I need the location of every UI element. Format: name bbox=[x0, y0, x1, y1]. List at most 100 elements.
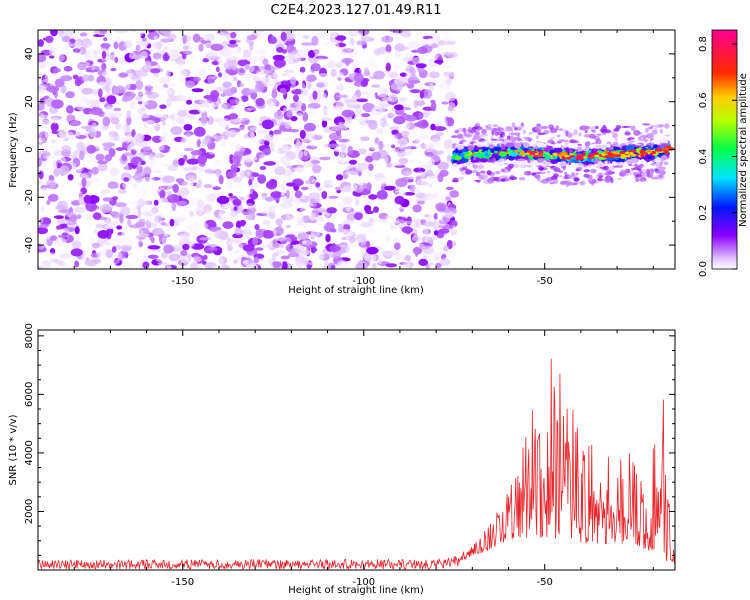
heatmap-cell bbox=[63, 30, 73, 37]
heatmap-cell bbox=[199, 237, 211, 241]
heatmap-cell bbox=[614, 137, 619, 142]
heatmap-cell bbox=[217, 257, 224, 266]
heatmap-cell bbox=[315, 55, 329, 60]
heatmap-cell bbox=[279, 202, 290, 210]
heatmap-cell bbox=[218, 256, 228, 265]
heatmap-cell bbox=[377, 140, 384, 150]
heatmap-cell bbox=[153, 199, 159, 206]
heatmap-cell bbox=[615, 125, 622, 130]
heatmap-cell bbox=[127, 184, 132, 189]
heatmap-cell bbox=[395, 178, 408, 188]
heatmap-cell bbox=[664, 134, 671, 137]
heatmap-cell bbox=[565, 147, 570, 153]
heatmap-cell bbox=[418, 112, 423, 120]
heatmap-cell bbox=[377, 119, 384, 124]
heatmap-cell bbox=[583, 156, 588, 159]
heatmap-cell bbox=[356, 40, 366, 46]
heatmap-cell bbox=[394, 132, 403, 140]
heatmap-cell bbox=[640, 159, 645, 164]
heatmap-cell bbox=[647, 155, 652, 160]
heatmap-cell bbox=[301, 239, 313, 246]
heatmap-cell bbox=[604, 178, 611, 182]
heatmap-cell bbox=[522, 129, 527, 135]
heatmap-cell bbox=[528, 138, 532, 143]
heatmap-cell bbox=[417, 144, 431, 149]
heatmap-cell bbox=[537, 130, 542, 136]
heatmap-cell bbox=[417, 46, 428, 55]
heatmap-cell bbox=[480, 133, 488, 137]
heatmap-cell bbox=[344, 120, 352, 125]
heatmap-cell bbox=[271, 261, 282, 269]
heatmap-cell bbox=[322, 115, 330, 122]
heatmap-x-tick-label: -150 bbox=[171, 276, 194, 287]
heatmap-cell bbox=[252, 75, 260, 82]
heatmap-cell bbox=[575, 172, 579, 176]
heatmap-cell bbox=[418, 135, 429, 139]
heatmap-cell bbox=[259, 170, 270, 175]
heatmap-cell bbox=[147, 254, 159, 259]
heatmap-cell bbox=[165, 212, 177, 216]
heatmap-cell bbox=[138, 67, 148, 77]
heatmap-cell bbox=[179, 187, 190, 197]
heatmap-cell bbox=[261, 119, 274, 130]
heatmap-cell bbox=[411, 235, 421, 242]
heatmap-cell bbox=[193, 76, 201, 82]
heatmap-cell bbox=[485, 126, 492, 131]
heatmap-cell bbox=[537, 154, 544, 157]
heatmap-cell bbox=[647, 143, 655, 146]
heatmap-cell bbox=[157, 233, 171, 238]
heatmap-cell bbox=[284, 234, 298, 243]
heatmap-cell bbox=[391, 228, 399, 235]
heatmap-cell bbox=[598, 175, 603, 179]
heatmap-cell bbox=[137, 101, 143, 105]
heatmap-cell bbox=[145, 120, 154, 124]
heatmap-cell bbox=[400, 214, 411, 218]
heatmap-cell bbox=[260, 208, 270, 215]
heatmap-cell bbox=[418, 258, 429, 266]
heatmap-cell bbox=[183, 103, 189, 111]
heatmap-cell bbox=[122, 261, 129, 269]
heatmap-cell bbox=[446, 69, 452, 74]
heatmap-cell bbox=[239, 124, 245, 131]
heatmap-cell bbox=[101, 50, 107, 60]
heatmap-cell bbox=[299, 207, 307, 212]
heatmap-cell bbox=[66, 105, 74, 114]
heatmap-cell bbox=[90, 107, 103, 116]
heatmap-cell bbox=[159, 145, 171, 153]
heatmap-cell bbox=[473, 134, 482, 141]
heatmap-cell bbox=[92, 49, 98, 54]
heatmap-cell bbox=[376, 245, 387, 251]
heatmap-cell bbox=[661, 170, 666, 174]
heatmap-cell bbox=[348, 236, 357, 243]
heatmap-cell bbox=[492, 157, 496, 162]
heatmap-cell bbox=[398, 46, 410, 51]
heatmap-cell bbox=[508, 155, 515, 161]
heatmap-cell bbox=[257, 30, 268, 37]
heatmap-cell bbox=[394, 221, 400, 226]
heatmap-cell bbox=[424, 162, 432, 171]
heatmap-cell bbox=[67, 174, 74, 181]
heatmap-cell bbox=[207, 116, 214, 125]
heatmap-cell bbox=[396, 219, 405, 223]
heatmap-cell bbox=[217, 103, 228, 111]
heatmap-cell bbox=[518, 126, 522, 131]
heatmap-cell bbox=[595, 125, 599, 130]
heatmap-cell bbox=[528, 132, 533, 135]
heatmap-cell bbox=[388, 112, 397, 118]
heatmap-cell bbox=[445, 196, 452, 202]
heatmap-cell bbox=[54, 53, 65, 63]
heatmap-cell bbox=[171, 202, 177, 212]
heatmap-cell bbox=[48, 175, 55, 182]
heatmap-cell bbox=[334, 42, 340, 53]
heatmap-cell bbox=[375, 159, 388, 170]
heatmap-cell bbox=[336, 110, 342, 118]
heatmap-cell bbox=[242, 170, 251, 180]
heatmap-cell bbox=[638, 164, 643, 168]
heatmap-cell bbox=[259, 262, 270, 269]
heatmap-cell bbox=[151, 177, 161, 181]
heatmap-cell bbox=[144, 91, 153, 96]
heatmap-cell bbox=[49, 55, 55, 59]
heatmap-cell bbox=[353, 72, 364, 83]
heatmap-cell bbox=[77, 115, 84, 123]
heatmap-cell bbox=[130, 200, 141, 207]
